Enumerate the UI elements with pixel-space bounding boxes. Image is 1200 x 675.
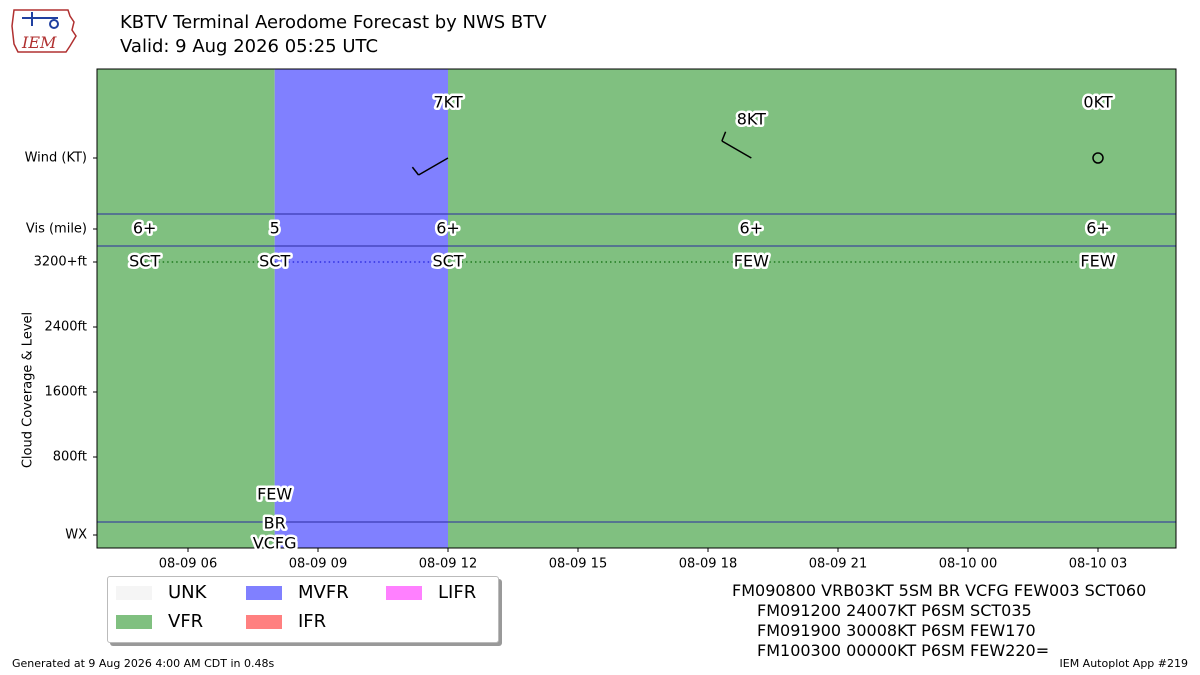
x-tick-label: 08-09 18 — [679, 557, 737, 572]
svg-text:6+: 6+ — [436, 219, 460, 238]
taf-line: FM091200 24007KT P6SM SCT035 — [757, 601, 1032, 620]
wind-barb-flag — [721, 131, 727, 142]
chart-subtitle: Valid: 9 Aug 2026 05:25 UTC — [120, 36, 379, 57]
legend-swatch — [116, 615, 152, 629]
svg-text:VCFG: VCFG — [253, 534, 297, 553]
legend-swatch — [246, 615, 282, 629]
wind-barb-flag — [411, 166, 420, 176]
period-vfr — [97, 69, 275, 548]
svg-text:8KT: 8KT — [737, 110, 766, 129]
svg-text:FEW: FEW — [257, 485, 292, 504]
svg-text:SCT: SCT — [432, 252, 463, 271]
generated-footer: Generated at 9 Aug 2026 4:00 AM CDT in 0… — [12, 657, 275, 670]
vis-label: 55 — [267, 216, 282, 240]
svg-text:BR: BR — [264, 514, 286, 533]
taf-line: FM100300 00000KT P6SM FEW220= — [757, 641, 1050, 660]
legend-label: VFR — [168, 611, 204, 632]
svg-text:6+: 6+ — [1086, 219, 1110, 238]
y-axis-label: Cloud Coverage & Level — [21, 312, 36, 468]
svg-text:FEW: FEW — [734, 252, 769, 271]
legend-label: MVFR — [298, 582, 349, 603]
svg-text:0KT: 0KT — [1083, 93, 1112, 112]
taf-line: FM091900 30008KT P6SM FEW170 — [757, 621, 1036, 640]
svg-text:6+: 6+ — [436, 219, 460, 238]
svg-text:8KT: 8KT — [737, 110, 766, 129]
legend-label: UNK — [168, 582, 207, 603]
period-vfr — [448, 69, 1176, 548]
wind-barb-shaft — [418, 157, 449, 176]
y-tick-label: 3200+ft — [34, 255, 87, 270]
legend: UNK VFR MVFR IFR LIFR — [107, 576, 499, 643]
vis-label: 6+6+ — [1084, 216, 1113, 240]
vis-label: 6+6+ — [737, 216, 766, 240]
y-tick-label: 1600ft — [44, 385, 87, 400]
svg-text:FEW: FEW — [1080, 252, 1115, 271]
app-footer: IEM Autoplot App #219 — [1059, 657, 1189, 670]
vis-label: 6+6+ — [434, 216, 463, 240]
svg-text:6+: 6+ — [133, 219, 157, 238]
svg-text:IEM: IEM — [21, 33, 57, 52]
chart-title: KBTV Terminal Aerodome Forecast by NWS B… — [120, 12, 547, 33]
legend-label: IFR — [298, 611, 327, 632]
wind-calm-marker — [1092, 152, 1104, 164]
legend-swatch — [386, 586, 422, 600]
y-tick-label: 2400ft — [44, 320, 87, 335]
svg-text:BR: BR — [264, 514, 286, 533]
plot-frame — [96, 68, 1177, 549]
svg-text:SCT: SCT — [259, 252, 290, 271]
x-tick-label: 08-10 03 — [1069, 557, 1127, 572]
svg-text:0KT: 0KT — [1083, 93, 1112, 112]
svg-text:FEW: FEW — [257, 485, 292, 504]
svg-text:6+: 6+ — [133, 219, 157, 238]
svg-text:7KT: 7KT — [433, 93, 462, 112]
x-tick-label: 08-09 21 — [809, 557, 867, 572]
y-tick-label: Wind (KT) — [25, 151, 87, 166]
svg-text:6+: 6+ — [740, 219, 764, 238]
svg-text:FEW: FEW — [734, 252, 769, 271]
y-tick-label: WX — [65, 528, 87, 543]
vis-label: 6+6+ — [130, 216, 159, 240]
svg-text:7KT: 7KT — [433, 93, 462, 112]
svg-text:SCT: SCT — [129, 252, 160, 271]
y-tick-label: Vis (mile) — [26, 222, 87, 237]
iem-logo: IEM — [11, 9, 77, 53]
x-tick-label: 08-09 09 — [289, 557, 347, 572]
taf-line: FM090800 VRB03KT 5SM BR VCFG FEW003 SCT0… — [732, 581, 1147, 600]
x-tick-label: 08-09 12 — [419, 557, 477, 572]
svg-text:SCT: SCT — [259, 252, 290, 271]
svg-text:5: 5 — [270, 219, 280, 238]
svg-text:5: 5 — [270, 219, 280, 238]
svg-text:VCFG: VCFG — [253, 534, 297, 553]
x-tick-label: 08-09 06 — [159, 557, 217, 572]
x-tick-label: 08-10 00 — [939, 557, 997, 572]
svg-text:SCT: SCT — [432, 252, 463, 271]
y-tick-label: 800ft — [53, 450, 87, 465]
x-tick-label: 08-09 15 — [549, 557, 607, 572]
wind-barb-shaft — [721, 140, 752, 159]
legend-label: LIFR — [438, 582, 477, 603]
svg-text:SCT: SCT — [129, 252, 160, 271]
legend-swatch — [246, 586, 282, 600]
svg-text:FEW: FEW — [1080, 252, 1115, 271]
svg-text:6+: 6+ — [1086, 219, 1110, 238]
svg-text:6+: 6+ — [740, 219, 764, 238]
period-mvfr — [274, 69, 448, 548]
legend-swatch — [116, 586, 152, 600]
